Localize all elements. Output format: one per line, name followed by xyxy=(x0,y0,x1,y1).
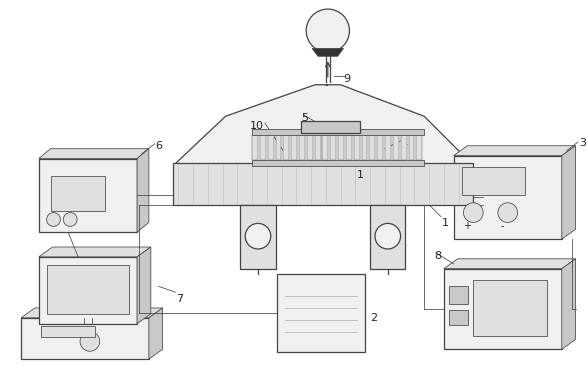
Text: 6: 6 xyxy=(155,141,162,151)
Bar xyxy=(449,287,468,304)
Circle shape xyxy=(47,212,60,226)
Circle shape xyxy=(498,203,517,222)
Text: 7: 7 xyxy=(176,294,183,304)
Polygon shape xyxy=(39,149,149,158)
Bar xyxy=(39,257,137,324)
Bar xyxy=(47,265,129,314)
Bar xyxy=(331,135,336,161)
Bar xyxy=(240,205,275,269)
Polygon shape xyxy=(444,259,575,269)
Circle shape xyxy=(63,212,77,226)
Bar xyxy=(377,135,383,161)
Polygon shape xyxy=(562,259,575,349)
Bar xyxy=(462,167,526,195)
Text: 8: 8 xyxy=(434,251,441,261)
Polygon shape xyxy=(562,146,575,239)
Bar xyxy=(369,135,375,161)
Bar xyxy=(50,176,105,211)
Circle shape xyxy=(80,332,100,351)
Text: 4: 4 xyxy=(401,139,408,149)
Bar xyxy=(449,310,468,325)
Text: 1: 1 xyxy=(442,217,449,228)
Bar xyxy=(346,135,352,161)
Bar xyxy=(252,161,424,166)
Polygon shape xyxy=(149,308,163,359)
Bar xyxy=(277,274,365,352)
Text: 9: 9 xyxy=(343,74,350,84)
Bar xyxy=(454,156,562,239)
Polygon shape xyxy=(173,85,473,166)
Text: 1: 1 xyxy=(357,170,364,180)
Bar xyxy=(252,129,424,135)
Circle shape xyxy=(375,223,401,249)
Bar xyxy=(338,135,344,161)
Bar xyxy=(444,269,562,349)
Polygon shape xyxy=(137,247,151,324)
Polygon shape xyxy=(39,247,151,257)
Bar xyxy=(39,158,137,232)
Bar xyxy=(275,135,281,161)
Bar xyxy=(260,135,266,161)
Polygon shape xyxy=(21,308,163,318)
Bar xyxy=(299,135,305,161)
Bar xyxy=(322,135,328,161)
Polygon shape xyxy=(312,48,343,56)
Bar xyxy=(393,135,398,161)
Bar xyxy=(315,135,321,161)
Text: -: - xyxy=(500,222,503,231)
Bar xyxy=(291,135,297,161)
Circle shape xyxy=(464,203,483,222)
Circle shape xyxy=(245,223,271,249)
Bar xyxy=(173,163,473,205)
Text: 3: 3 xyxy=(580,138,586,148)
Bar xyxy=(362,135,367,161)
Bar xyxy=(307,135,313,161)
Polygon shape xyxy=(137,149,149,232)
Text: +: + xyxy=(464,222,471,231)
Bar xyxy=(268,135,274,161)
Bar xyxy=(301,121,360,133)
Bar xyxy=(408,135,414,161)
Text: 2: 2 xyxy=(370,313,377,323)
Bar xyxy=(284,135,289,161)
Bar xyxy=(401,135,407,161)
Polygon shape xyxy=(454,146,575,156)
Bar xyxy=(252,135,258,161)
Bar xyxy=(21,318,149,359)
Text: 10: 10 xyxy=(250,121,264,131)
Bar xyxy=(40,326,95,338)
Bar xyxy=(416,135,422,161)
Circle shape xyxy=(306,9,349,52)
Bar xyxy=(370,205,406,269)
Text: 5: 5 xyxy=(301,113,308,123)
Bar xyxy=(473,280,547,336)
Bar xyxy=(354,135,360,161)
Bar xyxy=(385,135,391,161)
